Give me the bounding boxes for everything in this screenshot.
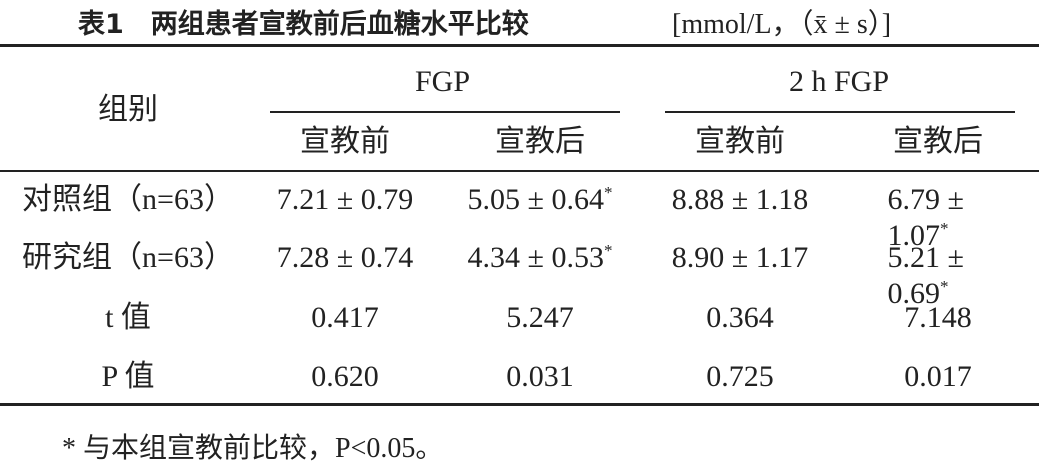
top-rule <box>0 44 1039 47</box>
cell-value: 5.05 ± 0.64 <box>467 183 604 216</box>
header-rule <box>0 170 1039 172</box>
table-cell: 5.05 ± 0.64* <box>468 182 613 218</box>
group-header: 2 h FGP <box>788 65 890 98</box>
row-label: 研究组（n=63） <box>22 241 234 274</box>
bottom-rule <box>0 403 1039 406</box>
table-cell: 0.017 <box>904 359 972 395</box>
table-cell: 5.247 <box>506 300 574 336</box>
corner-header: 组别 <box>98 93 158 126</box>
table-cell: 7.28 ± 0.74 <box>277 240 413 276</box>
table-cell: 7.21 ± 0.79 <box>277 182 413 218</box>
table-cell: 0.725 <box>706 359 774 395</box>
cell-value: 5.247 <box>506 301 574 334</box>
table-cell: 8.90 ± 1.17 <box>672 240 808 276</box>
cell-value: 4.34 ± 0.53 <box>467 241 604 274</box>
table-cell: 5.21 ± 0.69* <box>888 240 989 312</box>
cell-value: 7.28 ± 0.74 <box>276 241 414 274</box>
cell-value: 6.79 ± 1.07 <box>887 183 964 252</box>
table-cell: 8.88 ± 1.18 <box>672 182 808 218</box>
table-cell: 0.031 <box>506 359 574 395</box>
cell-note: * <box>603 183 613 202</box>
cell-note: * <box>940 277 949 296</box>
table-cell: 0.417 <box>311 300 379 336</box>
cell-value: 7.21 ± 0.79 <box>276 183 414 216</box>
table-title: 表1 两组患者宣教前后血糖水平比较 <box>78 9 529 40</box>
cell-value: 7.148 <box>904 301 972 334</box>
row-label: t 值 <box>105 301 151 334</box>
cell-value: 8.88 ± 1.18 <box>671 183 809 216</box>
cell-value: 0.017 <box>904 360 972 393</box>
row-label: P 值 <box>101 360 155 393</box>
sub-header: 宣教前 <box>300 125 390 158</box>
cell-value: 0.031 <box>506 360 574 393</box>
sub-header: 宣教前 <box>695 125 785 158</box>
group-rule <box>270 111 620 113</box>
cell-value: 0.725 <box>706 360 774 393</box>
sub-header: 宣教后 <box>495 125 585 158</box>
footnote: * 与本组宣教前比较，P<0.05。 <box>62 433 444 464</box>
cell-value: 8.90 ± 1.17 <box>671 241 809 274</box>
cell-value: 5.21 ± 0.69 <box>887 241 964 310</box>
table-cell: 0.364 <box>706 300 774 336</box>
table-cell: 7.148 <box>904 300 972 336</box>
group-rule <box>665 111 1015 113</box>
table-cell: 4.34 ± 0.53* <box>468 240 613 276</box>
cell-note: * <box>940 219 949 238</box>
group-header: FGP <box>414 65 471 98</box>
table-unit: [mmol/L，（x̄ ± s）] <box>672 9 892 40</box>
table-cell: 6.79 ± 1.07* <box>888 182 989 254</box>
cell-value: 0.364 <box>706 301 774 334</box>
cell-note: * <box>603 241 613 260</box>
sub-header: 宣教后 <box>893 125 983 158</box>
cell-value: 0.417 <box>311 301 379 334</box>
cell-value: 0.620 <box>311 360 379 393</box>
table-cell: 0.620 <box>311 359 379 395</box>
row-label: 对照组（n=63） <box>22 183 234 216</box>
